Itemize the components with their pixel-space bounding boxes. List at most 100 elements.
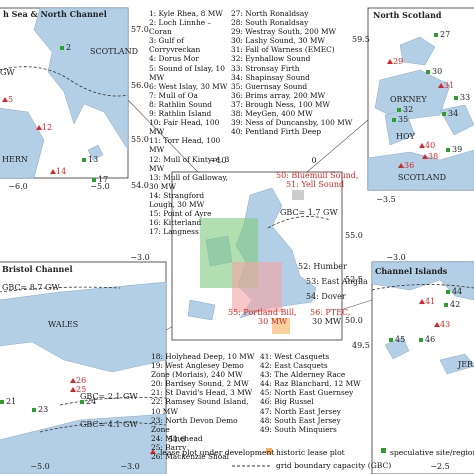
site-marker <box>422 154 428 159</box>
site-list-item: 29: Westray South, 200 MW <box>231 27 337 37</box>
site-marker <box>426 70 430 74</box>
legend-marker <box>266 448 272 454</box>
x-tick-label: 0 <box>311 156 316 165</box>
site-list-item: 42: East Casquets <box>260 361 328 371</box>
y-tick-label: 54.0 <box>131 181 149 190</box>
gbc-line <box>0 66 129 97</box>
site-list-item: 44: Raz Blanchard, 12 MW <box>260 379 361 389</box>
site-list-item: 9: Rathlin Island <box>149 109 212 119</box>
map-label: HERN <box>2 155 28 164</box>
land <box>439 353 474 375</box>
site-list-item: 47: North East Jersey <box>260 406 341 416</box>
site-list-item: 41: West Casquets <box>260 352 330 361</box>
site-list-item: 23: North Devon Demo Zone <box>151 415 238 434</box>
land <box>33 7 129 151</box>
site-number: 43 <box>440 320 450 329</box>
site-number: 42 <box>450 300 460 309</box>
land <box>384 336 410 360</box>
site-list-item: 16: Kitterland <box>149 218 202 228</box>
site-list-item: 30: Lashy Sound, 30 MW <box>231 36 326 46</box>
site-list-item: 24: Minehead <box>151 433 203 443</box>
site-list-item: 1: Kyle Rhea, 8 MW <box>149 9 223 18</box>
gbc-line <box>0 286 121 293</box>
gbc-line <box>267 216 331 229</box>
site-number: 14 <box>56 167 66 176</box>
gbc-line <box>39 422 167 433</box>
map-label: ORKNEY <box>390 95 427 104</box>
site-list: 18: Holyhead Deep, 10 MW 19: West Anglese… <box>151 352 257 461</box>
panel-title: North Scotland <box>373 10 442 20</box>
site-marker <box>446 148 450 152</box>
map-label: 53: East Anglia <box>306 277 368 286</box>
land <box>0 413 167 474</box>
site-marker <box>32 408 36 412</box>
site-number: 29 <box>393 57 403 66</box>
x-tick-label: −2.5 <box>430 462 449 471</box>
site-marker <box>438 83 444 88</box>
panel-title: Bristol Channel <box>2 264 73 274</box>
map-label: GBC= 4.1 GW <box>80 420 138 429</box>
site-marker <box>36 125 42 130</box>
site-list-item: 8: Rathlin Sound <box>149 99 213 109</box>
land <box>187 299 216 321</box>
site-list-item: 43: The Alderney Race <box>260 370 346 380</box>
site-list-item: 14: Strangford Lough, 30 MW <box>149 190 205 209</box>
map-label: 30 MW <box>258 317 288 326</box>
site-marker <box>444 303 448 307</box>
site-list-item: 4: Dorus Mor <box>149 54 199 64</box>
map-label: WALES <box>48 320 78 329</box>
site-marker <box>419 143 425 148</box>
legend-marker <box>381 448 386 453</box>
site-number: 32 <box>403 105 413 114</box>
gbc-line <box>59 396 167 406</box>
map-label: 55: Portland Bill, <box>228 308 297 317</box>
site-list-item: 27: North Ronaldsay <box>231 9 309 18</box>
map-label: 50: Bluemull Sound, <box>276 171 358 180</box>
site-list-item: 5: Sound of Islay, 10 MW <box>149 63 225 82</box>
site-list-item: 33: Stronsay Firth <box>231 63 300 73</box>
site-number: 38 <box>428 152 438 161</box>
site-marker <box>392 118 396 122</box>
zone <box>232 262 282 312</box>
panel-title: h Sea & North Channel <box>3 9 107 19</box>
site-number: 33 <box>460 93 470 102</box>
legend-label: speculative site/region <box>390 448 474 457</box>
site-list-item: 36: Brims array, 200 MW <box>231 90 326 100</box>
site-marker <box>0 400 4 404</box>
map-label: GBC= 1.7 GW <box>280 208 338 217</box>
site-number: 23 <box>38 405 48 414</box>
y-tick-label: 49.5 <box>352 341 370 350</box>
site-number: 5 <box>8 95 13 104</box>
site-number: 2 <box>66 43 71 52</box>
gbc-line <box>371 284 474 291</box>
site-number: 12 <box>42 123 52 132</box>
site-number: 44 <box>452 287 462 296</box>
site-number: 26 <box>76 376 86 385</box>
site-marker <box>387 59 393 64</box>
land <box>374 69 451 121</box>
site-list-item: 18: Holyhead Deep, 10 MW <box>151 352 255 361</box>
site-number: 27 <box>440 30 450 39</box>
x-tick-label: −5.0 <box>30 462 49 471</box>
site-marker <box>70 387 76 392</box>
legend-label: lease plot under development <box>160 448 275 457</box>
site-number: 39 <box>452 145 462 154</box>
map-label: GBC= 2.1 GW <box>80 392 138 401</box>
site-marker <box>60 46 64 50</box>
site-list-item: 48: South East Jersey <box>260 415 341 425</box>
map-label: 54: Dover <box>306 292 346 301</box>
site-list-item: 39: Ness of Duncansby, 100 MW <box>231 118 353 128</box>
map-label: GBC= 8.7 GW <box>2 283 60 292</box>
site-list-item: 28: South Ronaldsay <box>231 18 309 28</box>
site-number: 36 <box>404 161 414 170</box>
panel-title: Channel Islands <box>375 266 448 276</box>
zone <box>272 318 290 334</box>
land <box>0 281 167 373</box>
land <box>0 107 45 179</box>
land <box>399 36 436 66</box>
y-tick-label: 56.0 <box>131 81 149 90</box>
map-label: GW <box>0 68 15 77</box>
site-list-item: 6: West Islay, 30 MW <box>149 81 228 91</box>
